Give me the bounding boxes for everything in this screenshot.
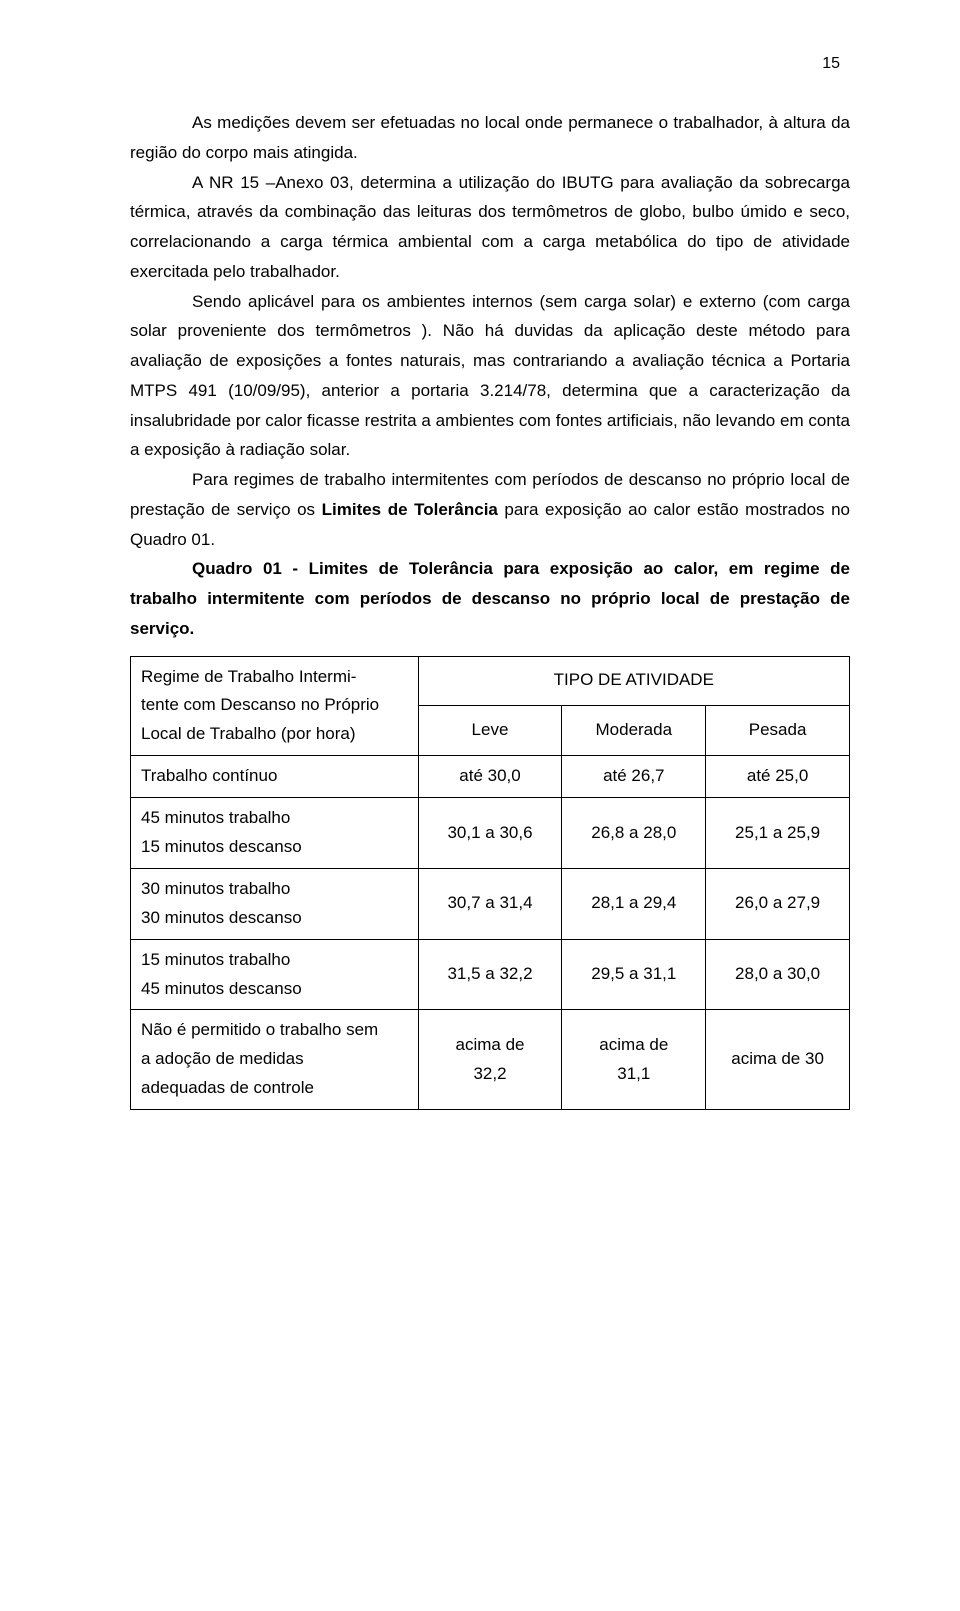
table-header-row-1: Regime de Trabalho Intermi- tente com De… — [131, 656, 850, 706]
table-row: 45 minutos trabalho 15 minutos descanso … — [131, 798, 850, 869]
row-label-l2: 15 minutos descanso — [141, 837, 302, 856]
cell: até 30,0 — [418, 756, 562, 798]
row-label: 15 minutos trabalho 45 minutos descanso — [131, 939, 419, 1010]
header-regime-l2: tente com Descanso no Próprio — [141, 695, 379, 714]
quadro-title: Quadro 01 - Limites de Tolerância para e… — [130, 554, 850, 643]
row-label: 45 minutos trabalho 15 minutos descanso — [131, 798, 419, 869]
cell-l1: acima de — [456, 1035, 525, 1054]
header-regime-l3: Local de Trabalho (por hora) — [141, 724, 356, 743]
cell-l2: 31,1 — [617, 1064, 650, 1083]
col-pesada: Pesada — [706, 706, 850, 756]
cell-l2: 32,2 — [473, 1064, 506, 1083]
cell: acima de 30 — [706, 1010, 850, 1110]
cell: até 25,0 — [706, 756, 850, 798]
row-label-l1: 45 minutos trabalho — [141, 808, 290, 827]
cell: acima de 32,2 — [418, 1010, 562, 1110]
cell: até 26,7 — [562, 756, 706, 798]
cell: 26,8 a 28,0 — [562, 798, 706, 869]
row-label-l1: 15 minutos trabalho — [141, 950, 290, 969]
row-label-l1: Não é permitido o trabalho sem — [141, 1020, 378, 1039]
col-moderada: Moderada — [562, 706, 706, 756]
table-row: 30 minutos trabalho 30 minutos descanso … — [131, 868, 850, 939]
table-row: Trabalho contínuo até 30,0 até 26,7 até … — [131, 756, 850, 798]
cell: 30,7 a 31,4 — [418, 868, 562, 939]
paragraph-1: As medições devem ser efetuadas no local… — [130, 108, 850, 168]
page-number: 15 — [130, 50, 850, 78]
col-leve: Leve — [418, 706, 562, 756]
p4-bold: Limites de Tolerância — [322, 500, 498, 519]
cell: 29,5 a 31,1 — [562, 939, 706, 1010]
cell: 25,1 a 25,9 — [706, 798, 850, 869]
cell: 30,1 a 30,6 — [418, 798, 562, 869]
cell: 26,0 a 27,9 — [706, 868, 850, 939]
row-label: Trabalho contínuo — [131, 756, 419, 798]
row-label-l2: 45 minutos descanso — [141, 979, 302, 998]
paragraph-2: A NR 15 –Anexo 03, determina a utilizaçã… — [130, 168, 850, 287]
row-label: Não é permitido o trabalho sem a adoção … — [131, 1010, 419, 1110]
header-regime: Regime de Trabalho Intermi- tente com De… — [131, 656, 419, 756]
tolerance-table: Regime de Trabalho Intermi- tente com De… — [130, 656, 850, 1111]
cell: acima de 31,1 — [562, 1010, 706, 1110]
header-regime-l1: Regime de Trabalho Intermi- — [141, 667, 356, 686]
row-label-l2: 30 minutos descanso — [141, 908, 302, 927]
row-label: 30 minutos trabalho 30 minutos descanso — [131, 868, 419, 939]
row-label-l1: 30 minutos trabalho — [141, 879, 290, 898]
paragraph-4: Para regimes de trabalho intermitentes c… — [130, 465, 850, 554]
cell-l1: acima de — [599, 1035, 668, 1054]
row-label-l2: a adoção de medidas — [141, 1049, 304, 1068]
header-tipo: TIPO DE ATIVIDADE — [418, 656, 849, 706]
cell: 28,1 a 29,4 — [562, 868, 706, 939]
tolerance-table-wrap: Regime de Trabalho Intermi- tente com De… — [130, 656, 850, 1111]
paragraph-3: Sendo aplicável para os ambientes intern… — [130, 287, 850, 466]
cell: 31,5 a 32,2 — [418, 939, 562, 1010]
cell: 28,0 a 30,0 — [706, 939, 850, 1010]
table-row: 15 minutos trabalho 45 minutos descanso … — [131, 939, 850, 1010]
table-row: Não é permitido o trabalho sem a adoção … — [131, 1010, 850, 1110]
row-label-l3: adequadas de controle — [141, 1078, 314, 1097]
